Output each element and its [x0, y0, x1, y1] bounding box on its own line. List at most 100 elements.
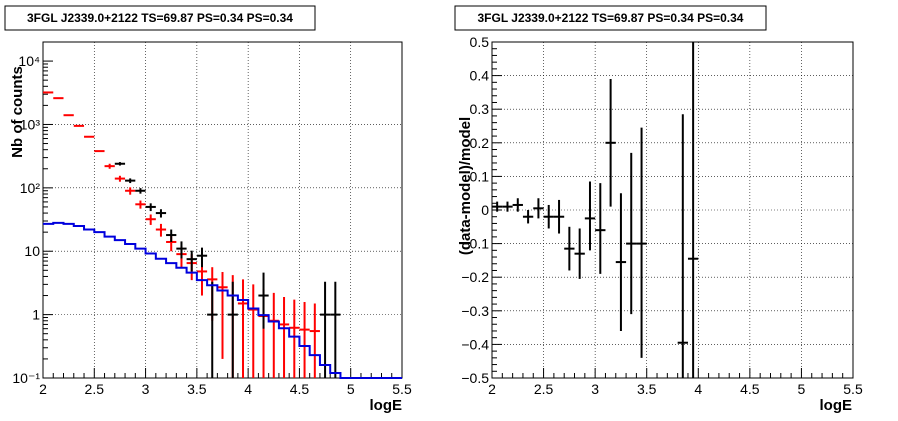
y-tick-label: −0.4: [461, 336, 489, 352]
data-point: [543, 204, 554, 229]
y-tick-label: 10: [24, 243, 40, 259]
data-point: [553, 199, 565, 234]
y-tick-label: 1: [32, 307, 40, 323]
y-tick-label: 0.2: [470, 135, 490, 151]
data-point: [166, 229, 177, 242]
data-point: [125, 178, 136, 184]
data-point: [186, 250, 197, 272]
data-point: [104, 163, 115, 169]
y-tick-label: 0.4: [470, 68, 490, 84]
x-tick-label: 3: [142, 381, 150, 397]
series-residuals: [492, 42, 699, 378]
x-tick-label: 2: [488, 381, 496, 397]
chart-title: 3FGL J2339.0+2122 TS=69.87 PS=0.34 PS=0.…: [454, 5, 767, 31]
grid: [43, 42, 402, 378]
x-axis-label: logE: [820, 397, 853, 414]
y-tick-label: 0.5: [470, 34, 490, 50]
data-point: [155, 209, 167, 218]
data-point: [227, 281, 238, 378]
x-axis-label: logE: [370, 397, 403, 414]
data-point: [512, 198, 523, 212]
y-tick-label: −0.3: [461, 303, 489, 319]
y-tick-label: 10⁻¹: [12, 370, 40, 386]
y-tick-label: −0.5: [461, 370, 489, 386]
data-point: [309, 303, 320, 378]
chart-title-text: 3FGL J2339.0+2122 TS=69.87 PS=0.34 PS=0.…: [478, 11, 744, 25]
y-tick-label: −0.2: [461, 269, 489, 285]
data-point: [237, 279, 249, 378]
chart-title-box: [4, 5, 316, 31]
data-point: [207, 281, 218, 378]
right-panel-residuals: 3FGL J2339.0+2122 TS=69.87 PS=0.34 PS=0.…: [454, 5, 863, 414]
data-point: [176, 241, 187, 259]
data-point: [605, 78, 616, 207]
y-axis-label: (data-model)/model: [457, 117, 474, 255]
x-tick-label: 4.5: [740, 381, 760, 397]
data-point: [564, 226, 575, 271]
series-line-model-source: [43, 221, 402, 379]
series-model-total: [43, 91, 320, 378]
data-point: [677, 114, 688, 378]
data-point: [289, 299, 300, 378]
y-tick-label: 0.1: [470, 168, 490, 184]
data-point: [574, 228, 585, 279]
data-point: [196, 261, 208, 296]
x-tick-label: 5: [347, 381, 355, 397]
x-tick-label: 3.5: [637, 381, 657, 397]
data-point: [522, 210, 534, 224]
data-point: [217, 272, 228, 359]
data-point: [278, 296, 290, 378]
chart-title-box: [454, 5, 767, 31]
data-point: [330, 281, 341, 378]
y-tick-label: 10⁴: [18, 53, 40, 69]
data-point: [319, 281, 331, 378]
data-point: [268, 292, 279, 378]
data-point: [492, 201, 503, 212]
y-tick-label: 0.3: [470, 101, 490, 117]
y-tick-label: 10³: [20, 116, 41, 132]
y-tick-label: −0.1: [461, 236, 489, 252]
y-tick-label: 0: [481, 202, 489, 218]
plot-frame: [42, 41, 403, 379]
data-point: [615, 193, 627, 331]
data-point: [636, 127, 647, 358]
x-tick-label: 2: [39, 381, 47, 397]
x-tick-label: 3: [591, 381, 599, 397]
data-point: [533, 198, 544, 219]
data-point: [687, 42, 699, 378]
data-point: [258, 272, 269, 329]
x-tick-label: 5.5: [843, 381, 863, 397]
data-point: [626, 152, 637, 315]
x-tick-label: 2.5: [85, 381, 105, 397]
data-point: [595, 183, 606, 274]
data-point: [502, 201, 513, 212]
chart-title: 3FGL J2339.0+2122 TS=69.87 PS=0.34 PS=0.…: [4, 5, 316, 31]
data-point: [155, 223, 167, 237]
chart-title-text: 3FGL J2339.0+2122 TS=69.87 PS=0.34 PS=0.…: [27, 11, 293, 25]
data-point: [584, 181, 596, 251]
series-data: [114, 162, 341, 378]
data-point: [114, 175, 126, 182]
data-point: [145, 203, 156, 212]
left-panel-counts: 3FGL J2339.0+2122 TS=69.87 PS=0.34 PS=0.…: [4, 5, 412, 414]
x-tick-label: 2.5: [534, 381, 554, 397]
x-tick-label: 3.5: [187, 381, 207, 397]
x-tick-label: 5: [798, 381, 806, 397]
data-point: [135, 200, 146, 209]
data-point: [196, 247, 208, 268]
data-point: [114, 162, 126, 166]
data-point: [125, 187, 136, 195]
data-point: [248, 284, 259, 378]
x-tick-label: 5.5: [392, 381, 412, 397]
x-tick-label: 4: [244, 381, 252, 397]
data-point: [145, 214, 156, 225]
x-tick-label: 4: [694, 381, 702, 397]
y-tick-label: 10²: [20, 180, 41, 196]
y-axis-label: Nb of counts: [9, 66, 26, 158]
series-model-source: [43, 221, 402, 379]
x-tick-label: 4.5: [290, 381, 310, 397]
grid: [492, 42, 853, 378]
